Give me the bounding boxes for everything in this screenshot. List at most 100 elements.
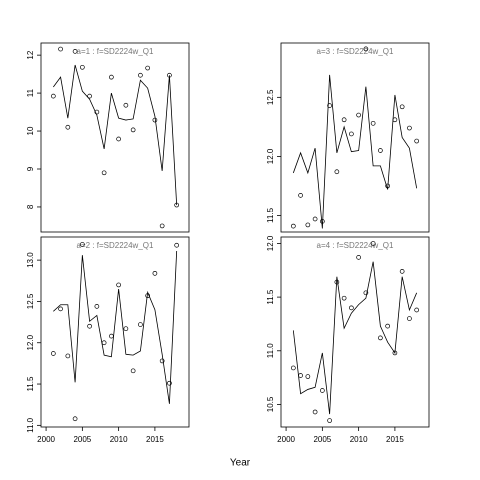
y-tick-label: 13.0	[26, 252, 35, 268]
data-point	[101, 170, 107, 176]
data-point	[312, 216, 318, 222]
data-point	[123, 326, 129, 332]
y-tick-label: 12.0	[266, 235, 275, 251]
y-tick-label: 8	[26, 204, 35, 209]
data-point	[87, 323, 92, 329]
data-point	[65, 124, 71, 130]
data-point	[87, 93, 92, 99]
data-point	[414, 138, 420, 144]
data-point	[94, 109, 100, 115]
data-point	[72, 48, 78, 54]
panel-title: a=4 : f=SD2224w_Q1	[317, 241, 394, 250]
data-point	[334, 169, 340, 175]
y-tick-label: 11.5	[26, 376, 35, 392]
x-tick-label: 2000	[277, 435, 295, 444]
data-point	[370, 120, 376, 126]
data-point	[399, 104, 405, 110]
data-point	[123, 102, 129, 108]
y-tick-label: 12.0	[266, 148, 275, 164]
data-point	[116, 136, 121, 142]
data-point	[50, 351, 56, 356]
data-point	[116, 282, 121, 288]
data-point	[407, 316, 412, 321]
data-point	[327, 103, 332, 108]
data-point	[414, 307, 420, 313]
data-point	[385, 323, 390, 329]
data-point	[94, 304, 100, 309]
panel-title: a=2 : f=SD2224w_Q1	[77, 241, 154, 250]
data-point	[159, 223, 165, 229]
data-point	[363, 46, 369, 52]
data-point	[356, 255, 361, 260]
data-point	[130, 368, 136, 374]
y-tick-label: 12	[26, 50, 35, 59]
data-point	[305, 222, 311, 228]
y-tick-label: 10	[26, 126, 35, 135]
data-point	[174, 242, 180, 248]
y-tick-label: 11.0	[266, 343, 275, 359]
panel-frame	[40, 236, 190, 428]
data-point	[80, 64, 85, 70]
y-tick-label: 11.0	[26, 417, 35, 433]
data-point	[312, 409, 318, 415]
x-tick-label: 2015	[386, 435, 404, 444]
data-point	[356, 112, 361, 118]
y-tick-label: 12.5	[266, 89, 275, 105]
y-tick-label: 11.5	[266, 289, 275, 305]
data-point	[327, 418, 332, 423]
data-point	[159, 358, 165, 364]
x-tick-label: 2015	[146, 435, 164, 444]
panel-title: a=1 : f=SD2224w_Q1	[77, 47, 154, 56]
data-point	[363, 290, 369, 296]
data-point	[138, 72, 143, 78]
x-tick-label: 2010	[350, 435, 368, 444]
data-point	[290, 365, 296, 371]
data-point	[80, 242, 85, 247]
y-tick-label: 12.5	[26, 293, 35, 309]
data-line	[292, 261, 418, 415]
panel-frame	[280, 42, 430, 233]
panel-frame	[40, 42, 190, 233]
data-point	[145, 65, 150, 71]
y-tick-label: 11.5	[266, 207, 275, 223]
x-axis-label: Year	[230, 458, 251, 469]
data-point	[152, 270, 158, 276]
x-tick-label: 2005	[73, 435, 91, 444]
data-line	[53, 251, 178, 404]
panel-frame	[280, 236, 430, 428]
y-tick-label: 9	[26, 166, 35, 171]
data-point	[305, 374, 311, 379]
data-point	[138, 322, 143, 327]
data-point	[341, 117, 347, 123]
data-point	[399, 269, 405, 274]
data-point	[370, 241, 376, 246]
data-point	[58, 46, 63, 52]
data-point	[167, 380, 172, 386]
data-point	[349, 131, 354, 137]
data-line	[292, 74, 418, 229]
x-tick-label: 2000	[37, 435, 55, 444]
data-point	[58, 306, 63, 312]
data-point	[65, 353, 71, 359]
data-point	[130, 127, 136, 133]
x-tick-label: 2010	[110, 435, 128, 444]
y-tick-label: 12.0	[26, 334, 35, 350]
data-point	[298, 193, 303, 198]
data-point	[50, 93, 56, 99]
panel-title: a=3 : f=SD2224w_Q1	[317, 47, 394, 56]
data-point	[290, 223, 296, 229]
data-point	[72, 416, 78, 422]
y-tick-label: 10.5	[266, 396, 275, 412]
data-point	[407, 125, 412, 131]
data-point	[320, 388, 325, 393]
data-point	[378, 335, 383, 341]
data-point	[341, 295, 347, 301]
data-point	[378, 148, 383, 153]
data-point	[109, 74, 114, 80]
data-line	[53, 64, 178, 206]
data-point	[349, 305, 354, 311]
x-tick-label: 2005	[313, 435, 331, 444]
y-tick-label: 11	[26, 88, 35, 97]
